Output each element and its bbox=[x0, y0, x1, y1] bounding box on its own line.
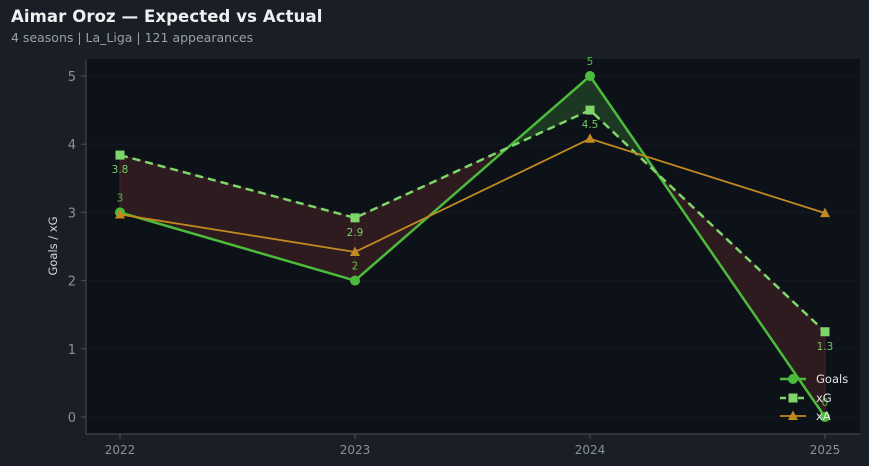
x-tick-label: 2025 bbox=[810, 443, 841, 457]
xa-marker bbox=[115, 208, 125, 219]
x-tick-label: 2024 bbox=[575, 443, 606, 457]
y-tick-label: 2 bbox=[68, 275, 76, 290]
legend: Goals xG xA bbox=[780, 372, 848, 423]
xg-value-label: 1.3 bbox=[817, 341, 834, 353]
y-axis-label: Goals / xG bbox=[46, 216, 60, 275]
xa-line bbox=[119, 137, 826, 253]
xa-marker bbox=[820, 207, 830, 218]
goals-value-label: 2 bbox=[352, 261, 359, 273]
legend-item-goals: Goals bbox=[780, 372, 848, 386]
xg-marker bbox=[350, 213, 360, 223]
xa-marker bbox=[350, 246, 360, 256]
legend-marker-triangle-icon bbox=[788, 410, 798, 420]
chart-subtitle: 4 seasons | La_Liga | 121 appearances bbox=[11, 30, 254, 45]
xg-value-label: 4.5 bbox=[582, 119, 599, 131]
goals-value-label: 3 bbox=[117, 192, 124, 204]
xg-line bbox=[119, 108, 826, 333]
goals-marker bbox=[350, 275, 360, 286]
legend-item-xa: xA bbox=[780, 409, 831, 423]
xg-value-label: 3.8 bbox=[112, 164, 129, 176]
legend-label: xG bbox=[816, 391, 832, 405]
chart-title: Aimar Oroz — Expected vs Actual bbox=[11, 7, 323, 26]
legend-marker-circle-icon bbox=[788, 374, 798, 384]
legend-marker-square-icon bbox=[788, 393, 798, 403]
y-tick-label: 4 bbox=[68, 138, 76, 153]
xg-marker bbox=[585, 105, 595, 115]
xa-marker bbox=[585, 133, 595, 143]
legend-label: xA bbox=[816, 409, 831, 423]
x-tick-label: 2022 bbox=[105, 443, 136, 457]
series-xa bbox=[115, 133, 830, 256]
goals-value-label: 0 bbox=[822, 397, 829, 409]
legend-item-xg: xG bbox=[780, 391, 832, 405]
goals-marker bbox=[585, 71, 595, 81]
y-tick-label: 1 bbox=[68, 343, 76, 358]
goals-marker bbox=[820, 412, 830, 422]
axes: 0 1 2 3 4 5 2022 2023 2024 2025 bbox=[68, 59, 860, 457]
series-xg bbox=[115, 105, 830, 337]
legend-label: Goals bbox=[816, 372, 848, 386]
xg-marker bbox=[115, 150, 125, 160]
series-lines bbox=[115, 71, 830, 422]
goals-value-label: 5 bbox=[587, 56, 594, 68]
plot-area bbox=[86, 59, 860, 434]
xg-marker bbox=[820, 327, 830, 337]
data-labels: 3 2 5 0 3.8 2.9 4.5 1.3 bbox=[112, 56, 834, 409]
y-tick-label: 5 bbox=[68, 70, 76, 85]
xg-value-label: 2.9 bbox=[347, 227, 364, 239]
x-tick-label: 2023 bbox=[340, 443, 371, 457]
goals-line bbox=[119, 74, 827, 418]
y-tick-label: 0 bbox=[68, 411, 76, 426]
y-tick-label: 3 bbox=[68, 206, 76, 221]
